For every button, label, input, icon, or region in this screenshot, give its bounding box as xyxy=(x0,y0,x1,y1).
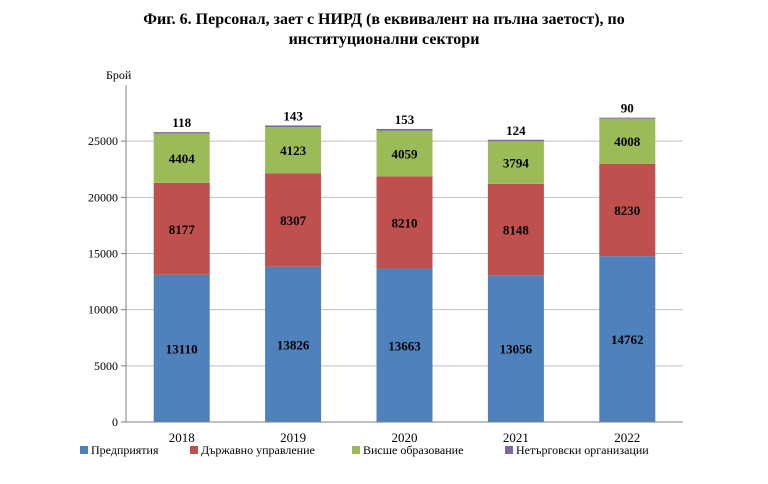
legend-label: Висше образование xyxy=(363,443,463,457)
data-label: 4008 xyxy=(614,134,641,149)
bar-segment xyxy=(376,130,433,177)
data-label: 153 xyxy=(395,112,415,127)
data-label: 8210 xyxy=(392,215,418,230)
legend-label: Държавно управление xyxy=(201,443,315,457)
data-label: 13056 xyxy=(500,342,533,357)
legend-label: Нетърговски организации xyxy=(516,443,649,457)
data-label: 4059 xyxy=(392,146,419,161)
x-axis: 2018 2019 2020 2021 2022 xyxy=(126,421,683,445)
legend-swatch xyxy=(505,446,513,454)
data-label: 8177 xyxy=(169,222,196,237)
y-axis-label: Брой xyxy=(106,68,132,82)
bar-segment xyxy=(376,268,433,422)
legend: Предприятия Държавно управление Висше обра… xyxy=(80,443,649,457)
bar-segment xyxy=(153,132,210,134)
chart-title-line1: Фиг. 6. Персонал, зает с НИРД (в еквивал… xyxy=(143,11,625,28)
legend-swatch xyxy=(80,446,88,454)
bar-segment xyxy=(487,141,544,184)
bar-segment xyxy=(376,128,433,131)
y-tick-label: 25000 xyxy=(88,134,118,148)
bar-segment xyxy=(153,182,210,275)
data-label: 124 xyxy=(506,123,526,138)
data-label: 118 xyxy=(172,115,191,130)
data-label: 8230 xyxy=(614,203,640,218)
legend-swatch xyxy=(352,446,360,454)
data-label: 4404 xyxy=(169,151,196,166)
bar-segment xyxy=(265,173,322,267)
y-axis: 0 5000 10000 15000 20000 25000 Брой xyxy=(88,68,132,429)
data-label: 3794 xyxy=(503,155,530,170)
x-tick-label: 2018 xyxy=(169,430,195,445)
bar-segment xyxy=(153,133,210,183)
bar-segment xyxy=(599,256,656,422)
bar-segment xyxy=(487,183,544,276)
x-tick-label: 2022 xyxy=(614,430,640,445)
data-label: 4123 xyxy=(280,143,307,158)
bar-segment xyxy=(153,274,210,422)
data-label: 90 xyxy=(621,101,634,116)
legend-label: Предприятия xyxy=(91,443,159,457)
bar-segment xyxy=(599,118,656,164)
bars xyxy=(153,117,656,422)
data-label: 14762 xyxy=(611,332,644,347)
chart-title-line2: институционални сектори xyxy=(288,31,480,48)
y-tick-label: 10000 xyxy=(88,303,118,317)
chart-title: Фиг. 6. Персонал, зает с НИРД (в еквивал… xyxy=(0,10,768,50)
y-tick-label: 20000 xyxy=(88,190,118,204)
legend-swatch xyxy=(190,446,198,454)
data-label: 13663 xyxy=(388,338,421,353)
y-tick-label: 5000 xyxy=(94,359,118,373)
bar-segment xyxy=(265,266,322,422)
data-label: 143 xyxy=(283,108,303,123)
data-label: 13826 xyxy=(277,337,310,352)
bar-segment xyxy=(599,117,656,119)
data-labels: 13110 8177 4404 118 13826 8307 4123 143 13663 821… xyxy=(166,101,644,357)
y-tick-label: 15000 xyxy=(88,247,118,261)
legend-item: Нетърговски организации xyxy=(505,443,649,457)
x-tick-label: 2020 xyxy=(392,430,418,445)
data-label: 13110 xyxy=(166,341,198,356)
legend-item: Висше образование xyxy=(352,443,463,457)
data-label: 8148 xyxy=(503,223,530,238)
bar-segment xyxy=(599,163,656,257)
x-tick-label: 2019 xyxy=(280,430,306,445)
y-tick-label: 0 xyxy=(112,415,118,429)
bar-segment xyxy=(265,125,322,128)
data-label: 8307 xyxy=(280,213,307,228)
x-tick-label: 2021 xyxy=(503,430,529,445)
bar-segment xyxy=(487,139,544,142)
legend-item: Предприятия xyxy=(80,443,159,457)
bar-segment xyxy=(487,275,544,422)
bar-segment xyxy=(265,127,322,174)
legend-item: Държавно управление xyxy=(190,443,315,457)
bar-segment xyxy=(376,176,433,269)
